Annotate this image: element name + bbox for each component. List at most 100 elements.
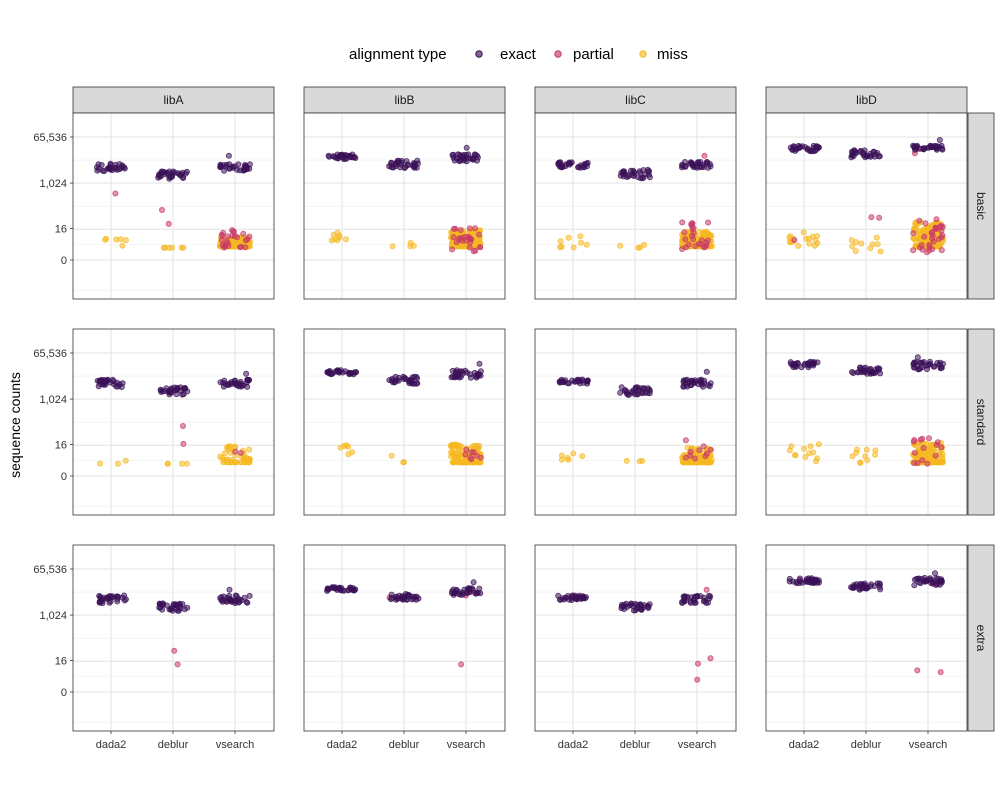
- point-exact: [630, 169, 637, 176]
- point-partial: [694, 676, 701, 683]
- x-tick-label: deblur: [158, 739, 189, 751]
- point-exact: [621, 168, 628, 175]
- point-exact: [337, 587, 344, 594]
- point-exact: [158, 172, 165, 179]
- point-partial: [701, 152, 708, 159]
- y-axis-title: sequence counts: [7, 372, 23, 478]
- point-partial: [921, 233, 928, 240]
- point-exact: [877, 586, 884, 593]
- point-exact: [849, 368, 856, 375]
- point-exact: [114, 598, 121, 605]
- point-miss: [558, 452, 565, 459]
- point-exact: [935, 575, 942, 582]
- point-partial: [930, 238, 937, 245]
- point-exact: [324, 585, 331, 592]
- point-partial: [237, 449, 244, 456]
- point-exact: [568, 159, 575, 166]
- point-miss: [800, 229, 807, 236]
- point-miss: [815, 441, 822, 448]
- point-exact: [697, 378, 704, 385]
- legend-key-partial: [554, 50, 562, 58]
- point-miss: [345, 451, 352, 458]
- point-miss: [700, 459, 707, 466]
- legend-label-exact: exact: [500, 46, 537, 63]
- point-partial: [679, 245, 686, 252]
- point-exact: [933, 145, 940, 152]
- point-miss: [852, 248, 859, 255]
- legend-title: alignment type: [349, 46, 447, 63]
- point-exact: [637, 601, 644, 608]
- point-miss: [451, 459, 458, 466]
- point-exact: [682, 163, 689, 170]
- point-exact: [226, 586, 233, 593]
- point-partial: [692, 455, 699, 462]
- legend-key-miss: [639, 50, 647, 58]
- point-partial: [933, 216, 940, 223]
- point-exact: [809, 359, 816, 366]
- point-miss: [337, 444, 344, 451]
- point-exact: [555, 160, 562, 167]
- panel-border: [534, 112, 737, 300]
- point-miss: [706, 459, 713, 466]
- point-partial: [466, 244, 473, 251]
- point-miss: [330, 231, 337, 238]
- point-miss: [578, 239, 585, 246]
- point-exact: [795, 142, 802, 149]
- point-partial: [179, 422, 186, 429]
- y-tick-label: 16: [55, 656, 67, 668]
- point-miss: [164, 460, 171, 467]
- point-exact: [225, 152, 232, 159]
- strip-label-extra: extra: [974, 625, 988, 652]
- point-partial: [938, 444, 945, 451]
- point-exact: [809, 148, 816, 155]
- point-miss: [849, 453, 856, 460]
- point-partial: [449, 246, 456, 253]
- point-exact: [339, 151, 346, 158]
- point-partial: [926, 247, 933, 254]
- point-partial: [937, 669, 944, 676]
- point-partial: [926, 435, 933, 442]
- point-partial: [468, 236, 475, 243]
- point-miss: [240, 454, 247, 461]
- point-partial: [232, 448, 239, 455]
- point-exact: [234, 596, 241, 603]
- points: [324, 360, 484, 466]
- point-miss: [119, 242, 126, 249]
- point-exact: [467, 585, 474, 592]
- point-exact: [453, 367, 460, 374]
- point-exact: [700, 594, 707, 601]
- point-partial: [910, 230, 917, 237]
- point-exact: [687, 598, 694, 605]
- point-miss: [802, 453, 809, 460]
- point-exact: [167, 389, 174, 396]
- point-miss: [122, 237, 129, 244]
- x-tick-label: deblur: [389, 739, 420, 751]
- point-exact: [158, 388, 165, 395]
- point-exact: [246, 161, 253, 168]
- point-exact: [454, 151, 461, 158]
- legend-key-exact: [475, 50, 483, 58]
- point-exact: [634, 391, 641, 398]
- point-exact: [334, 155, 341, 162]
- point-miss: [221, 450, 228, 457]
- panel-border: [303, 112, 506, 300]
- panel-libB-basic: [303, 112, 506, 300]
- point-exact: [106, 595, 113, 602]
- point-partial: [914, 460, 921, 467]
- point-partial: [450, 225, 457, 232]
- strip-label-libB: libB: [394, 93, 414, 107]
- point-exact: [223, 598, 230, 605]
- point-partial: [688, 221, 695, 228]
- panel-libB-extra: dada2 deblur vsearch: [303, 544, 506, 751]
- point-exact: [324, 369, 331, 376]
- point-miss: [857, 459, 864, 466]
- point-partial: [681, 229, 688, 236]
- point-exact: [476, 360, 483, 367]
- point-partial: [463, 446, 470, 453]
- point-partial: [696, 447, 703, 454]
- point-exact: [414, 157, 421, 164]
- panel-border: [72, 112, 275, 300]
- point-exact: [232, 380, 239, 387]
- point-partial: [938, 247, 945, 254]
- strip-libC: [534, 86, 737, 114]
